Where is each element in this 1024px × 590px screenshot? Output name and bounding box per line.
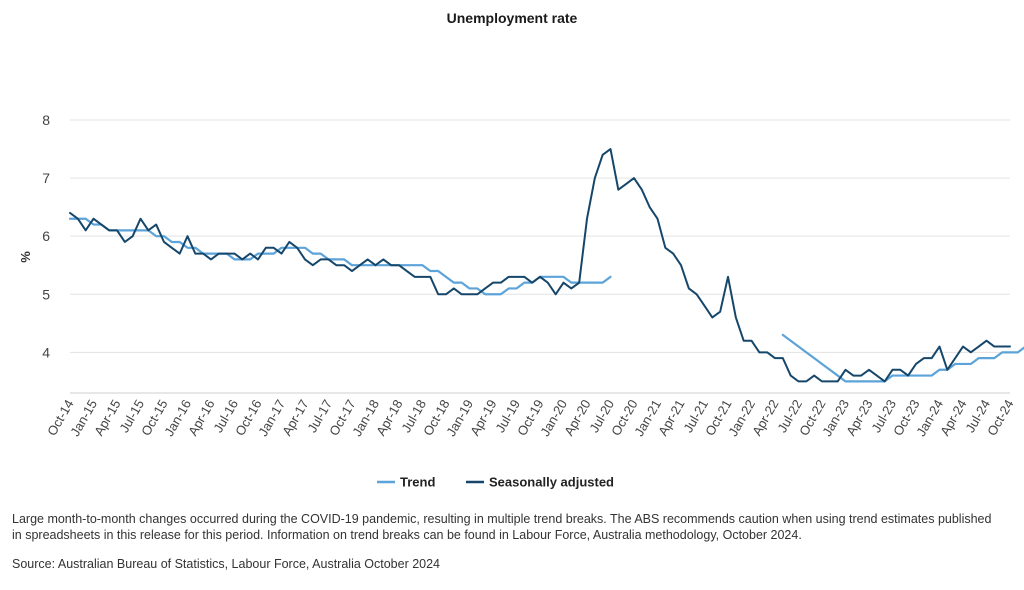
legend: Trend Seasonally adjusted <box>377 475 614 490</box>
line-chart: 4 5 6 7 8 Oct-14Jan-15Apr-15Jul-15Oct-15Jan-… <box>18 112 1024 490</box>
series-line-trend <box>68 217 612 296</box>
series-line-trend <box>781 333 1024 383</box>
series-lines <box>68 148 1024 383</box>
y-tick-label: 4 <box>42 344 50 360</box>
y-tick-label: 7 <box>42 170 50 186</box>
x-axis-ticks: Oct-14Jan-15Apr-15Jul-15Oct-15Jan-16Apr-… <box>44 397 1016 439</box>
footnote: Large month-to-month changes occurred du… <box>12 512 992 542</box>
chart-title: Unemployment rate <box>446 10 578 26</box>
y-tick-label: 5 <box>42 286 50 302</box>
y-tick-label: 8 <box>42 112 50 128</box>
y-axis-label: % <box>18 251 33 263</box>
series-line-seasonally-adjusted <box>69 148 1011 383</box>
gridlines <box>70 119 1010 394</box>
source-note: Source: Australian Bureau of Statistics,… <box>12 557 441 571</box>
y-tick-label: 6 <box>42 228 50 244</box>
legend-label: Trend <box>400 475 435 490</box>
legend-label: Seasonally adjusted <box>489 475 614 490</box>
y-axis-ticks: 4 5 6 7 8 <box>42 112 50 360</box>
